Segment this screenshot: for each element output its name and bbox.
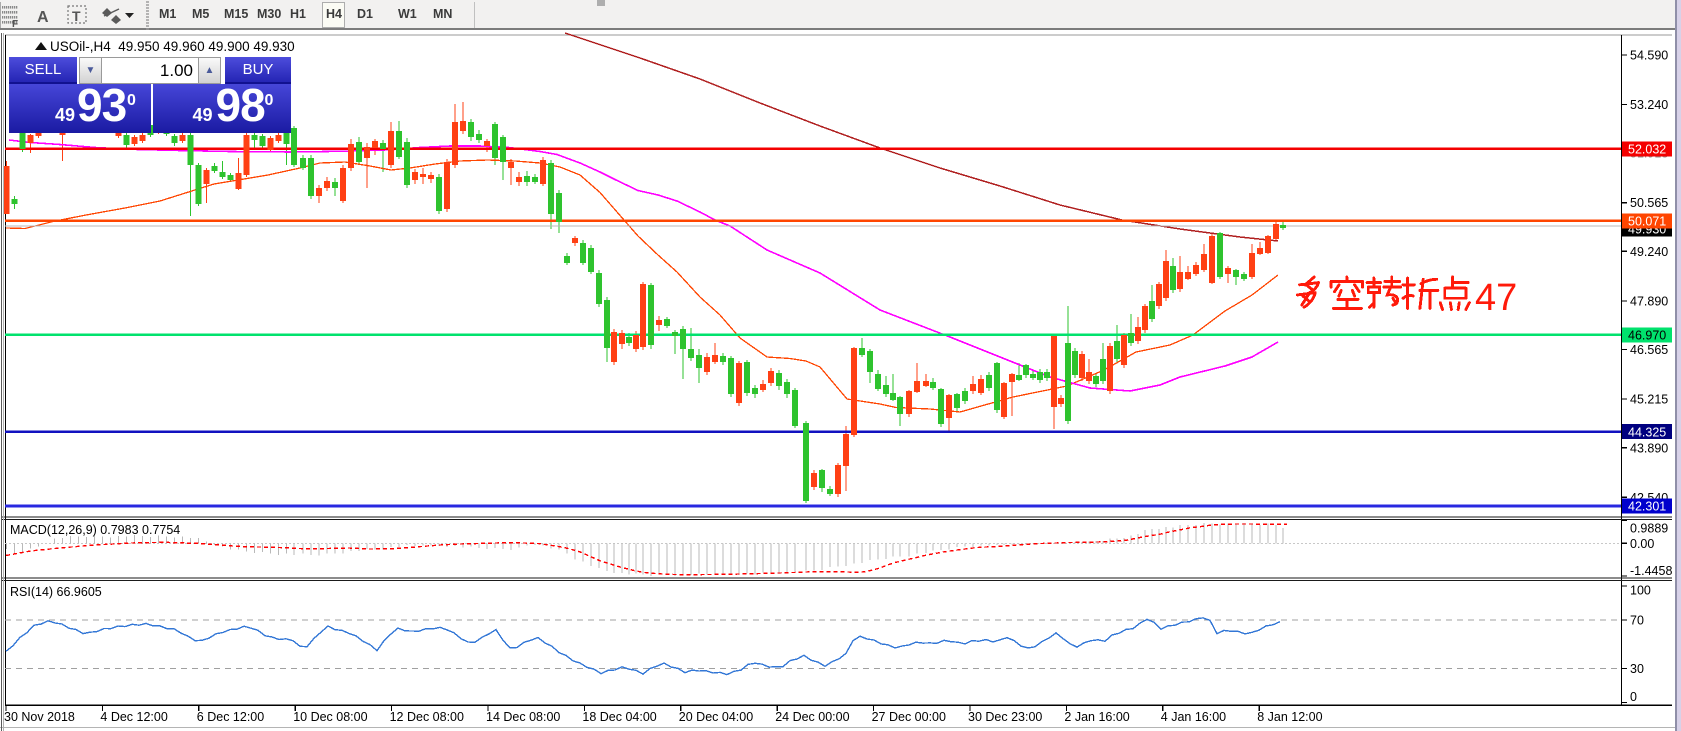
svg-text:49.240: 49.240 (1630, 245, 1668, 259)
svg-text:20 Dec 04:00: 20 Dec 04:00 (679, 710, 753, 724)
svg-text:30 Dec 23:00: 30 Dec 23:00 (968, 710, 1042, 724)
svg-text:0.9889: 0.9889 (1630, 522, 1668, 536)
svg-text:46.970: 46.970 (1628, 329, 1666, 343)
svg-text:24 Dec 00:00: 24 Dec 00:00 (775, 710, 849, 724)
svg-text:10 Dec 08:00: 10 Dec 08:00 (293, 710, 367, 724)
svg-text:50.071: 50.071 (1628, 215, 1666, 229)
svg-text:46.565: 46.565 (1630, 343, 1668, 357)
svg-text:47.890: 47.890 (1630, 294, 1668, 308)
svg-text:18 Dec 04:00: 18 Dec 04:00 (582, 710, 656, 724)
svg-text:54.590: 54.590 (1630, 48, 1668, 62)
svg-text:45.215: 45.215 (1630, 393, 1668, 407)
svg-text:6 Dec 12:00: 6 Dec 12:00 (197, 710, 264, 724)
svg-text:30: 30 (1630, 662, 1644, 676)
svg-text:0.00: 0.00 (1630, 537, 1654, 551)
svg-text:8 Jan 12:00: 8 Jan 12:00 (1257, 710, 1322, 724)
svg-text:T: T (72, 8, 81, 24)
svg-text:53.240: 53.240 (1630, 98, 1668, 112)
svg-text:-1.4458: -1.4458 (1630, 564, 1672, 578)
svg-text:30 Nov 2018: 30 Nov 2018 (4, 710, 75, 724)
svg-text:4 Dec 12:00: 4 Dec 12:00 (100, 710, 167, 724)
svg-text:52.032: 52.032 (1628, 143, 1666, 157)
svg-text:2 Jan 16:00: 2 Jan 16:00 (1064, 710, 1129, 724)
svg-text:100: 100 (1630, 584, 1651, 598)
svg-text:0: 0 (1630, 690, 1637, 704)
svg-text:43.890: 43.890 (1630, 441, 1668, 455)
svg-text:27 Dec 00:00: 27 Dec 00:00 (872, 710, 946, 724)
svg-text:A: A (37, 9, 49, 26)
svg-text:4 Jan 16:00: 4 Jan 16:00 (1161, 710, 1226, 724)
svg-text:42.301: 42.301 (1628, 500, 1666, 514)
svg-text:44.325: 44.325 (1628, 425, 1666, 439)
svg-text:47: 47 (1475, 277, 1517, 319)
svg-text:14 Dec 08:00: 14 Dec 08:00 (486, 710, 560, 724)
svg-text:50.565: 50.565 (1630, 196, 1668, 210)
svg-text:12 Dec 08:00: 12 Dec 08:00 (390, 710, 464, 724)
svg-text:RSI(14) 66.9605: RSI(14) 66.9605 (10, 585, 102, 599)
svg-text:F: F (12, 19, 18, 30)
svg-text:MACD(12,26,9) 0.7983 0.7754: MACD(12,26,9) 0.7983 0.7754 (10, 523, 180, 537)
svg-text:70: 70 (1630, 614, 1644, 628)
